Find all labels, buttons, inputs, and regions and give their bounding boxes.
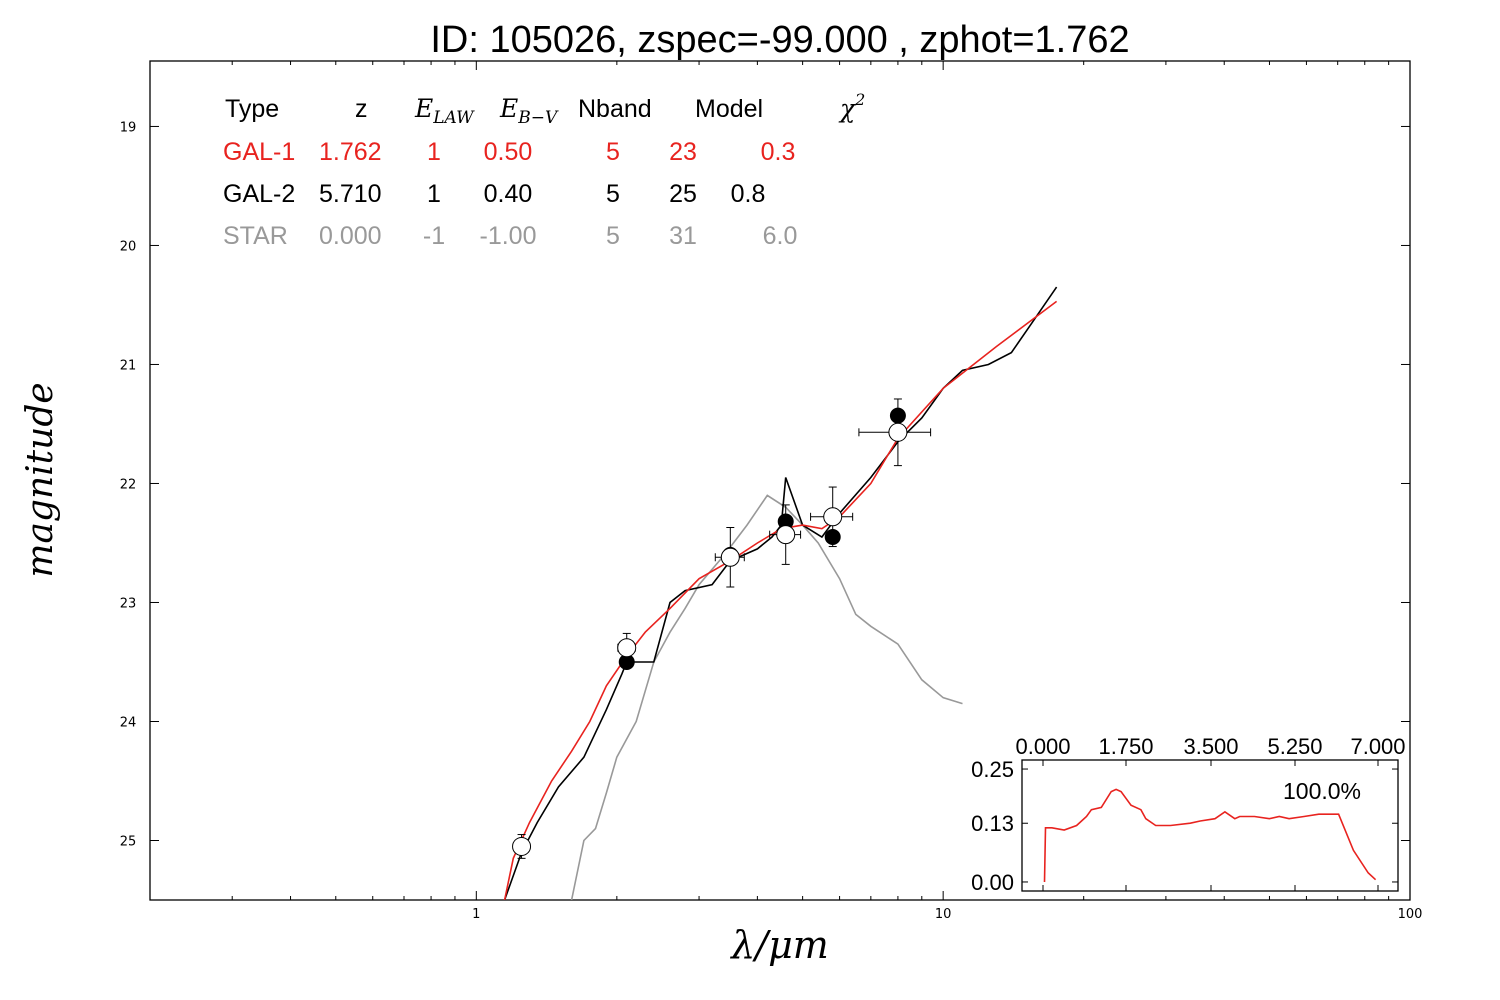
x-tick-label: 100 (1398, 907, 1423, 922)
legend-cell-chi2: 0.8 (731, 180, 766, 208)
series-line-gal-1 (503, 300, 1058, 900)
legend-cell-nband: 5 (606, 138, 620, 166)
points-layer (512, 398, 932, 859)
series-line-star (570, 494, 963, 900)
legend-table: Type z ELAW EB−V Nband Model χ2 GAL-1 1.7… (223, 90, 865, 250)
header-ebv-sub: B−V (517, 108, 559, 128)
legend-cell-type: GAL-2 (223, 180, 295, 208)
inset-y-tick-label: 0.13 (971, 811, 1014, 836)
y-tick-label: 23 (120, 596, 137, 611)
inset-percent-label: 100.0% (1283, 778, 1361, 804)
y-tick-label: 21 (120, 358, 137, 373)
y-tick-label: 24 (120, 715, 137, 730)
legend-rows: GAL-1 1.762 1 0.50 5 23 0.3 GAL-2 5.710 1 0.40 5 25 0… (223, 138, 797, 250)
observed-point (776, 525, 796, 545)
legend-cell-chi2: 0.3 (761, 138, 796, 166)
legend-cell-elaw: 1 (427, 138, 441, 166)
observed-point (512, 836, 532, 856)
legend-cell-elaw: 1 (427, 180, 441, 208)
header-ebv: EB−V (499, 94, 559, 128)
legend-cell-model: 23 (669, 138, 697, 166)
model-point (824, 529, 841, 546)
y-axis-ticks: 19 20 21 22 23 24 25 (120, 120, 1410, 849)
header-ebv-e: E (499, 94, 518, 123)
series-layer (503, 286, 1058, 900)
header-type: Type (225, 95, 279, 123)
x-tick-label: 1 (472, 907, 480, 922)
legend-cell-type: GAL-1 (223, 138, 295, 166)
header-z: z (355, 95, 368, 123)
header-chi2-chi: χ (838, 94, 857, 123)
header-chi2: χ2 (838, 90, 865, 123)
observed-point (823, 507, 843, 527)
inset-pdf-line (1043, 788, 1377, 883)
inset-ticks: 0.000 1.750 3.500 5.250 7.000 0.00 0.13 0.25 (971, 734, 1405, 895)
observed-point (720, 547, 740, 567)
y-tick-label: 25 (120, 834, 137, 849)
inset-pdf-plot: 0.000 1.750 3.500 5.250 7.000 0.00 0.13 0.25 10… (971, 734, 1405, 895)
inset-y-tick-label: 0.00 (971, 870, 1014, 895)
legend-cell-ebv: 0.50 (484, 138, 533, 166)
legend-cell-model: 31 (669, 222, 697, 250)
y-tick-label: 19 (120, 120, 137, 135)
legend-cell-type: STAR (223, 222, 288, 250)
header-nband: Nband (578, 95, 652, 123)
header-chi2-sup: 2 (854, 90, 865, 109)
legend-cell-z: 0.000 (319, 222, 382, 250)
legend-cell-z: 5.710 (319, 180, 382, 208)
inset-x-tick-label: 3.500 (1183, 734, 1238, 759)
x-axis-label: λ/μm (729, 923, 829, 967)
x-axis-ticks: 1 10 100 (149, 61, 1423, 922)
legend-cell-ebv: 0.40 (484, 180, 533, 208)
chart-title: ID: 105026, zspec=-99.000 , zphot=1.762 (430, 19, 1129, 61)
inset-x-tick-label: 0.000 (1015, 734, 1070, 759)
legend-cell-model: 25 (669, 180, 697, 208)
observed-point (888, 422, 908, 442)
header-model: Model (695, 95, 763, 123)
header-elaw-sub: LAW (432, 108, 475, 128)
header-elaw-e: E (414, 94, 433, 123)
y-axis-label: magnitude (20, 382, 61, 577)
legend-cell-z: 1.762 (319, 138, 382, 166)
inset-x-tick-label: 1.750 (1098, 734, 1153, 759)
y-tick-label: 20 (120, 239, 137, 254)
y-tick-label: 22 (120, 477, 137, 492)
series-line-gal-2 (503, 286, 1058, 900)
inset-y-tick-label: 0.25 (971, 757, 1014, 782)
inset-frame (1021, 759, 1399, 892)
plot-frame (149, 60, 1411, 901)
x-tick-label: 10 (935, 907, 952, 922)
legend-cell-elaw: -1 (423, 222, 445, 250)
model-point (889, 407, 906, 424)
legend-cell-nband: 5 (606, 180, 620, 208)
inset-x-tick-label: 5.250 (1267, 734, 1322, 759)
legend-cell-nband: 5 (606, 222, 620, 250)
legend-cell-ebv: -1.00 (480, 222, 537, 250)
observed-point (617, 638, 637, 658)
inset-x-tick-label: 7.000 (1350, 734, 1405, 759)
legend-cell-chi2: 6.0 (763, 222, 798, 250)
header-elaw: ELAW (414, 94, 475, 128)
